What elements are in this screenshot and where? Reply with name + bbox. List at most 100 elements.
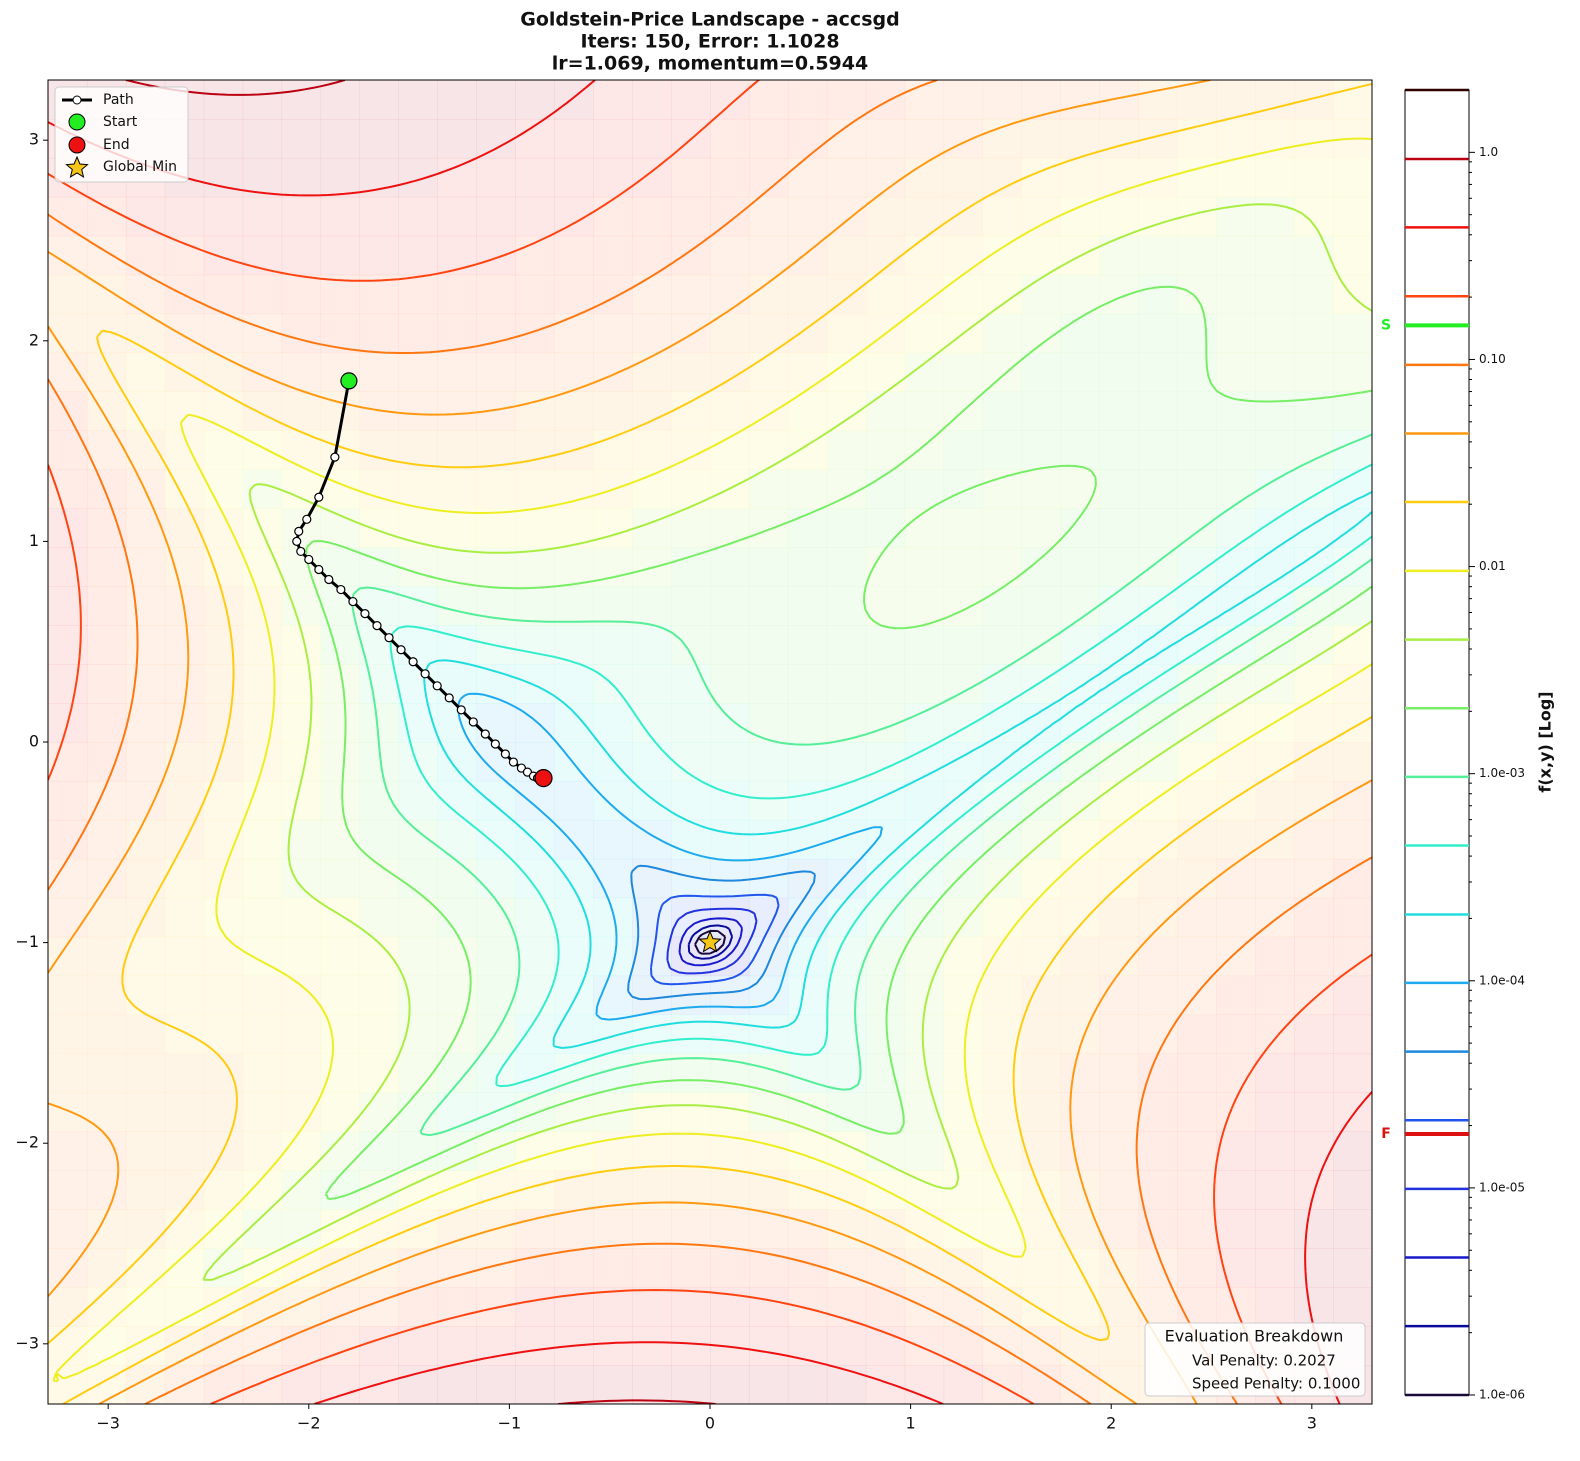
- background-cell: [125, 742, 166, 782]
- background-cell: [1333, 858, 1372, 899]
- contour-line: [627, 864, 816, 1001]
- background-cell: [593, 897, 633, 938]
- background-cell: [203, 703, 244, 743]
- background-cell: [1333, 1014, 1372, 1055]
- background-cell: [865, 1209, 906, 1249]
- background-cell: [164, 235, 205, 276]
- background-cell: [164, 1131, 205, 1171]
- background-cell: [203, 819, 244, 860]
- background-cell: [1138, 430, 1178, 470]
- background-cell: [593, 80, 633, 120]
- legend-start-marker: [68, 113, 86, 131]
- background-cell: [943, 858, 984, 899]
- background-cell: [1216, 975, 1256, 1016]
- background-cell: [748, 80, 789, 120]
- background-cell: [632, 469, 672, 509]
- background-cell: [398, 313, 438, 354]
- background-cell: [86, 235, 127, 276]
- contour-line: [423, 491, 1372, 1049]
- background-cell: [593, 391, 633, 431]
- background-cell: [1294, 235, 1334, 276]
- background-cell: [320, 897, 361, 938]
- background-cell: [593, 625, 633, 665]
- background-cell: [593, 858, 633, 899]
- background-cell: [125, 975, 166, 1016]
- background-cell: [1255, 664, 1295, 704]
- background-cell: [476, 1170, 516, 1210]
- background-cell: [671, 196, 711, 237]
- background-cell: [1216, 897, 1256, 938]
- background-cell: [515, 858, 555, 899]
- background-cell: [359, 1014, 399, 1055]
- background-cell: [86, 1053, 127, 1093]
- background-cell: [1021, 897, 1061, 938]
- background-cell: [48, 1326, 88, 1366]
- background-cell: [398, 469, 438, 509]
- background-cell: [554, 819, 594, 860]
- background-cell: [515, 664, 555, 704]
- background-cell: [515, 1326, 555, 1366]
- background-cell: [826, 547, 867, 587]
- background-cell: [320, 742, 361, 782]
- background-cell: [943, 430, 984, 470]
- background-cell: [476, 936, 516, 977]
- background-cell: [710, 742, 750, 782]
- background-cell: [86, 586, 127, 626]
- background-cell: [437, 547, 477, 587]
- background-cell: [904, 391, 945, 431]
- background-cell: [125, 352, 166, 393]
- background-cell: [826, 625, 867, 665]
- background-cell: [1177, 703, 1217, 743]
- background-cell: [359, 897, 399, 938]
- background-cell: [787, 586, 828, 626]
- background-cell: [943, 352, 984, 393]
- background-cell: [1099, 80, 1139, 120]
- background-cell: [125, 897, 166, 938]
- background-cell: [748, 391, 789, 431]
- background-cell: [1099, 391, 1139, 431]
- background-cell: [1255, 313, 1295, 354]
- background-cell: [398, 819, 438, 860]
- background-cell: [865, 1014, 906, 1055]
- background-cell: [125, 703, 166, 743]
- background-cell: [203, 547, 244, 587]
- background-cell: [904, 508, 945, 548]
- background-cell: [320, 1170, 361, 1210]
- background-cell: [1060, 703, 1100, 743]
- background-cell: [1021, 1092, 1061, 1132]
- background-cell: [554, 391, 594, 431]
- background-cell: [710, 313, 750, 354]
- background-cell: [1333, 586, 1372, 626]
- background-cell: [1060, 897, 1100, 938]
- contour-line: [202, 203, 1372, 1281]
- background-cell: [904, 196, 945, 237]
- background-cell: [203, 936, 244, 977]
- legend-label: End: [103, 137, 130, 153]
- background-cell: [1333, 1287, 1372, 1327]
- background-cell: [554, 469, 594, 509]
- background-cell: [826, 1209, 867, 1249]
- background-cell: [48, 1209, 88, 1249]
- background-cell: [86, 664, 127, 704]
- background-cell: [826, 858, 867, 899]
- background-cell: [281, 235, 322, 276]
- background-cell: [865, 1053, 906, 1093]
- background-cell: [710, 1170, 750, 1210]
- background-cell: [710, 664, 750, 704]
- background-cell: [1060, 742, 1100, 782]
- background-cell: [1294, 313, 1334, 354]
- background-cell: [826, 80, 867, 120]
- contour-line: [650, 893, 780, 986]
- background-cell: [787, 313, 828, 354]
- background-cell: [787, 391, 828, 431]
- background-cell: [787, 742, 828, 782]
- background-cell: [1099, 1170, 1139, 1210]
- background-cell: [671, 313, 711, 354]
- background-cell: [1333, 235, 1372, 276]
- background-cell: [826, 118, 867, 159]
- background-cell: [398, 547, 438, 587]
- background-cell: [554, 858, 594, 899]
- background-cell: [632, 1209, 672, 1249]
- background-cell: [593, 1014, 633, 1055]
- background-cell: [125, 1092, 166, 1132]
